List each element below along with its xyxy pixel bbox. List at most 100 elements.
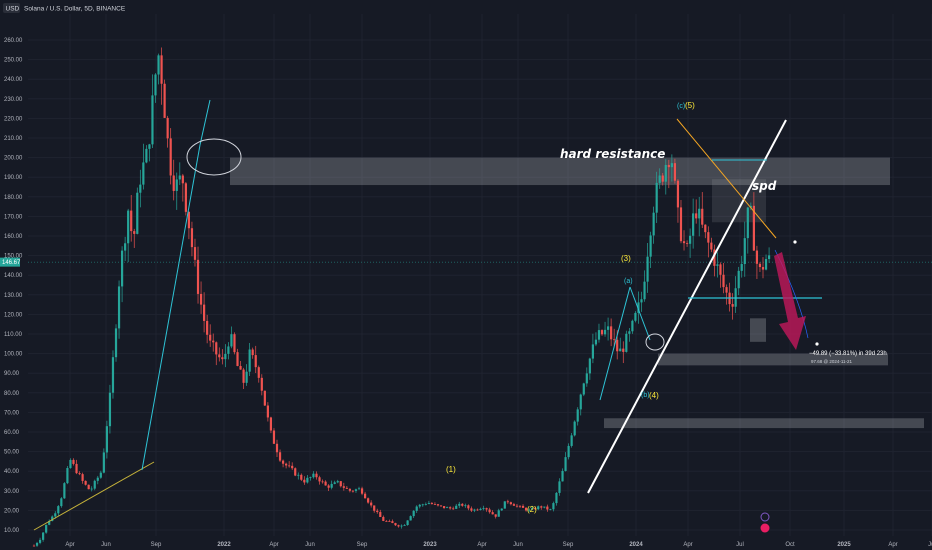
candle-body: [494, 514, 497, 517]
candle-body: [87, 484, 90, 490]
candle-body: [124, 243, 127, 251]
candle-body: [245, 371, 248, 383]
candle-body: [272, 430, 276, 444]
candle-body: [254, 355, 257, 368]
candle-body: [573, 421, 576, 436]
candle-body: [218, 354, 221, 358]
candle-body: [767, 255, 771, 260]
y-tick-label: 190.00: [4, 175, 23, 181]
candle-body: [719, 264, 722, 275]
candle-body: [288, 465, 291, 467]
candle-body: [373, 505, 376, 511]
candle-body: [543, 506, 546, 508]
candle-body: [646, 256, 649, 282]
candle-body: [518, 505, 522, 507]
wave-line-teal-2[interactable]: [629, 286, 651, 341]
candle-body: [412, 510, 415, 517]
y-axis[interactable]: 260.00 250.00 240.00 230.00 220.00 210.00 200.…: [4, 38, 23, 534]
candle-body: [345, 487, 348, 489]
candle-body: [558, 481, 561, 493]
white-trendline[interactable]: [587, 119, 787, 494]
candle-body: [707, 232, 710, 243]
x-tick-label: 2024: [629, 542, 643, 548]
measure-start-dot[interactable]: [793, 240, 797, 244]
y-tick-label: 260.00: [4, 38, 23, 44]
candle-body: [360, 488, 364, 494]
y-tick-label: 230.00: [4, 97, 23, 103]
event-markers[interactable]: [760, 512, 770, 533]
candle-body: [488, 509, 491, 513]
event-icon[interactable]: [760, 512, 770, 522]
measure-end-dot[interactable]: [815, 342, 819, 346]
candle-body: [515, 505, 519, 507]
candle-body: [203, 304, 206, 321]
y-tick-label: 250.00: [4, 58, 23, 64]
annotations: hard resistance spd −49.89 (−33.81%) in …: [446, 101, 887, 514]
candle-body: [78, 473, 81, 475]
candle-body: [610, 326, 613, 340]
candle-body: [196, 259, 200, 294]
candle-body: [309, 477, 312, 479]
candle-body: [752, 205, 755, 251]
candle-body: [294, 468, 297, 476]
candle-body: [306, 477, 309, 483]
candle-body: [537, 506, 540, 510]
y-tick-label: 100.00: [4, 352, 23, 358]
candle-body: [497, 510, 500, 517]
y-tick-label: 130.00: [4, 293, 23, 299]
candle-body: [427, 503, 430, 505]
highlight-circle-small[interactable]: [645, 333, 665, 351]
candle-body: [303, 479, 306, 483]
candle-body: [400, 525, 403, 527]
candle-body: [315, 473, 318, 478]
x-axis[interactable]: Apr Jun Sep 2022 Apr Jun Sep 2023 Apr Jun Sep 2024 A…: [65, 542, 932, 548]
candle-body: [433, 504, 437, 505]
candle-body: [69, 459, 72, 469]
candle-body: [391, 521, 394, 524]
candle-body: [248, 349, 251, 372]
x-tick-label: Sep: [357, 542, 368, 548]
flag-icon[interactable]: [760, 523, 770, 533]
candle-body: [266, 405, 269, 418]
candle-body: [32, 545, 36, 547]
candle-body: [251, 349, 254, 356]
candle-body: [297, 474, 300, 476]
x-tick-label: 2023: [423, 542, 437, 548]
candle-body: [90, 488, 93, 490]
currency-badge[interactable]: [3, 3, 20, 13]
candle-body: [588, 358, 591, 374]
candle-body: [467, 505, 470, 509]
candle-body: [60, 498, 63, 507]
trendline-teal[interactable]: [141, 144, 201, 471]
down-arrow[interactable]: [774, 252, 806, 350]
candle-body: [370, 502, 373, 506]
x-tick-label: 2022: [217, 542, 231, 548]
x-tick-label: Jun: [101, 542, 111, 548]
last-price-value: 146.67: [2, 260, 21, 266]
candle-body: [421, 504, 424, 506]
x-tick-label: Apr: [477, 542, 486, 548]
candle-body: [145, 148, 148, 163]
candle-body: [564, 457, 567, 471]
y-tick-label: 240.00: [4, 77, 23, 83]
highlight-circle[interactable]: [186, 138, 242, 176]
spd-label: spd: [752, 179, 777, 193]
candle-body: [676, 180, 680, 208]
candle-body: [722, 274, 725, 288]
wave-line-teal[interactable]: [599, 286, 631, 401]
candle-body: [637, 302, 640, 313]
candle-body: [321, 481, 324, 483]
trendline-teal-2[interactable]: [199, 99, 211, 146]
candle-body: [81, 474, 84, 481]
candle-body: [521, 505, 525, 508]
candle-body: [655, 182, 658, 213]
wave-label-2: (2): [527, 505, 537, 514]
x-tick-label: Jul: [928, 542, 932, 548]
candle-body: [45, 524, 48, 533]
candle-body: [531, 507, 534, 510]
descending-trendline[interactable]: [676, 118, 777, 239]
trendline-yellow[interactable]: [33, 461, 155, 531]
candle-body: [625, 333, 628, 352]
